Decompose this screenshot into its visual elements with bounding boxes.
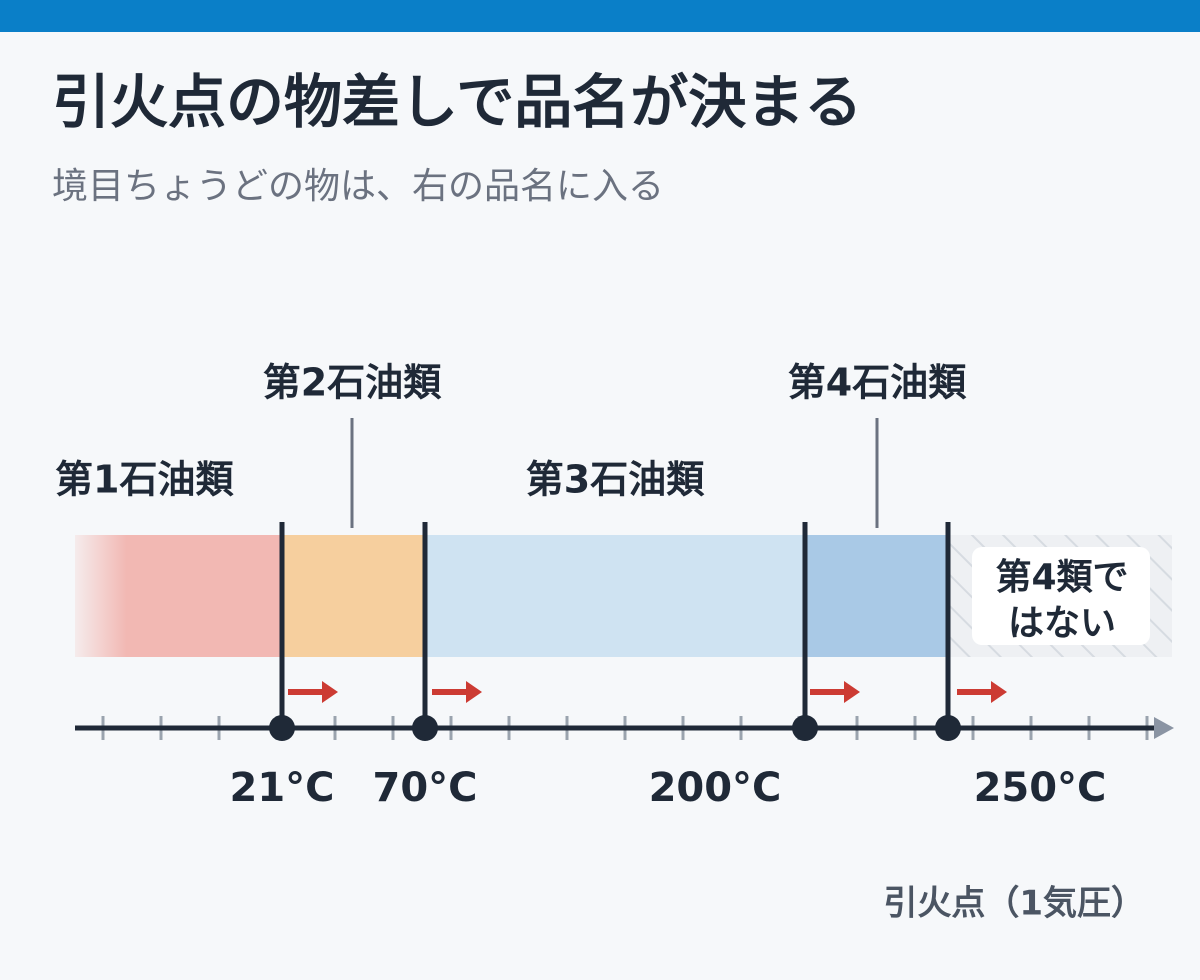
band-label: 第2石油類 bbox=[263, 361, 442, 405]
top-bar bbox=[0, 0, 1200, 32]
boundary-dots bbox=[269, 715, 961, 741]
note-box bbox=[972, 547, 1150, 645]
band-2 bbox=[282, 535, 425, 657]
temp-label: 70°C bbox=[372, 765, 477, 811]
boundary-dot bbox=[935, 715, 961, 741]
band-label: 第1石油類 bbox=[55, 458, 234, 502]
note-text: 第4類で bbox=[995, 557, 1128, 598]
title: 引火点の物差しで品名が決まる bbox=[52, 68, 862, 136]
right-arrow bbox=[288, 681, 338, 703]
subtitle: 境目ちょうどの物は、右の品名に入る bbox=[52, 166, 664, 207]
band-3 bbox=[425, 535, 805, 657]
right-arrow bbox=[810, 681, 860, 703]
right-arrow bbox=[957, 681, 1007, 703]
band-label: 第4石油類 bbox=[788, 361, 967, 405]
right-arrow bbox=[432, 681, 482, 703]
axis-arrow bbox=[1154, 717, 1174, 739]
temp-label: 200°C bbox=[649, 765, 782, 811]
boundaries bbox=[279, 522, 951, 728]
band-1 bbox=[75, 535, 282, 657]
boundary-dot bbox=[412, 715, 438, 741]
band-label: 第3石油類 bbox=[526, 458, 705, 502]
band-4 bbox=[805, 535, 948, 657]
note-text: はない bbox=[1008, 603, 1116, 644]
temp-label: 21°C bbox=[229, 765, 334, 811]
axis-label: 引火点（1気圧） bbox=[883, 884, 1145, 924]
arrows bbox=[288, 681, 1007, 703]
boundary-dot bbox=[792, 715, 818, 741]
temp-label: 250°C bbox=[974, 765, 1107, 811]
boundary-dot bbox=[269, 715, 295, 741]
